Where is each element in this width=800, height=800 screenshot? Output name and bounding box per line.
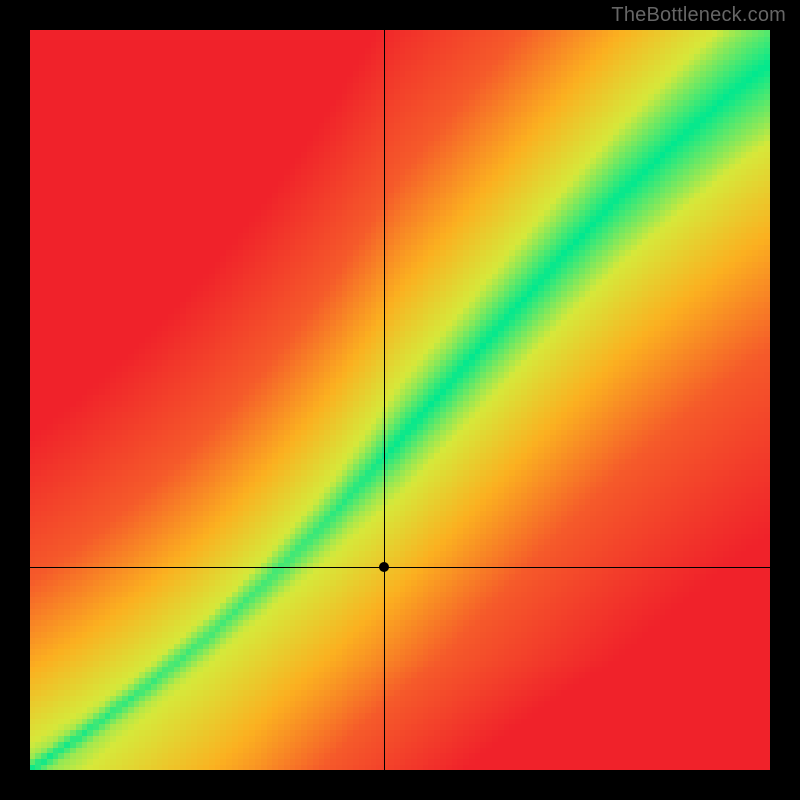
plot-area <box>30 30 770 770</box>
crosshair-horizontal <box>30 567 770 568</box>
marker-dot <box>379 562 389 572</box>
heatmap-canvas <box>30 30 770 770</box>
crosshair-vertical <box>384 30 385 770</box>
watermark-text: TheBottleneck.com <box>611 4 786 27</box>
